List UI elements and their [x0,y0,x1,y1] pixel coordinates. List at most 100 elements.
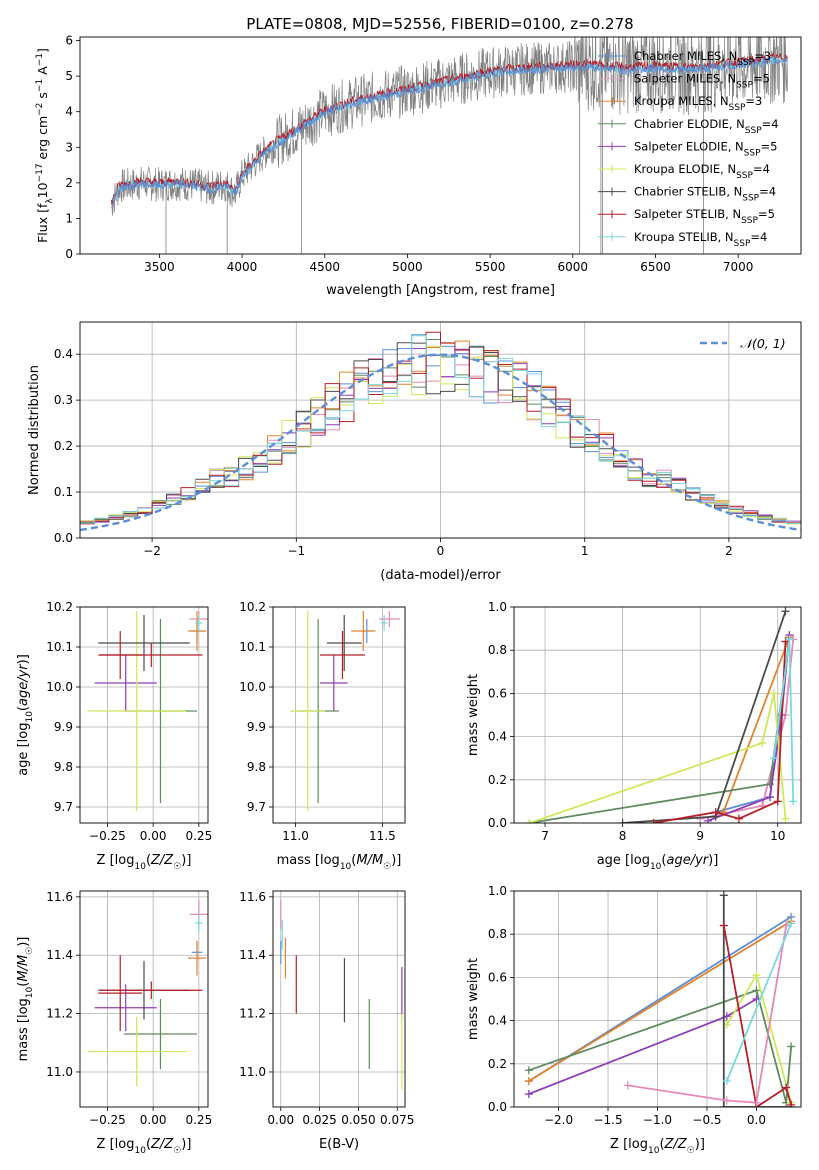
y-tick-label: 11.4 [46,948,73,962]
x-tick-label: 2 [725,544,733,558]
y-tick-label: 10.2 [239,600,266,614]
legend-label: Salpeter ELODIE, NSSP=5 [634,139,777,158]
x-tick-label: 0.0 [747,1113,766,1127]
y-tick-label: 11.0 [239,1065,266,1079]
x-axis-label: (data-model)/error [380,568,501,583]
weight-series [622,611,787,823]
axes-frame [272,606,406,824]
weight-marker [719,1103,728,1107]
y-tick-label: 0.0 [54,531,73,545]
x-tick-label: 7 [541,829,549,843]
weight-marker [752,1098,761,1107]
x-tick-label: 0.075 [380,1113,414,1127]
weight-series [722,636,791,813]
y-axis-label: age [log10(age/yr)] [16,654,35,776]
legend-label: Kroupa MILES, NSSP=3 [634,94,762,113]
weight-marker [719,921,728,930]
weight-marker [787,1042,796,1051]
errorbars [290,611,400,811]
y-tick-label: 0.2 [488,1057,507,1071]
y-tick-label: 6 [65,34,73,48]
y-tick-label: 9.8 [54,760,73,774]
mass_weight_vs_age-panel: 7 8 9 10 0.0 0.2 0.4 0.6 0.8 1.0 age [log10(age/yr… [466,600,802,872]
y-tick-label: 0.3 [54,393,73,407]
y-tick-label: 0.4 [488,1014,507,1028]
y-axis-label: Flux [fλ10−17 erg cm−2 s−1 A−1] [35,48,55,243]
y-tick-label: 0.6 [488,686,507,700]
age_vs_mass-panel: 11.0 11.5 9.7 9.8 9.9 10.0 10.1 10.2 mass [log10… [239,600,406,872]
spectrum-lines [110,37,788,254]
x-tick-label: 0.25 [185,1113,212,1127]
x-tick-label: 5500 [475,260,506,274]
x-axis-label: Z [log10(Z/Z☉)] [610,1137,705,1156]
x-axis-label: E(B-V) [319,1137,359,1152]
weight-marker [524,1090,533,1099]
weight-marker [696,814,705,823]
legend-label: Salpeter MILES, NSSP=5 [634,72,770,91]
x-tick-label: 0.25 [185,829,212,843]
y-tick-label: 9.7 [54,800,73,814]
y-tick-label: 11.4 [239,948,266,962]
mass_vs_Z-panel: −0.25 0.00 0.25 11.0 11.2 11.4 11.6 Z [log10(Z/… [16,890,212,1156]
y-tick-label: 1.0 [488,600,507,614]
x-tick-label: 11.0 [282,829,309,843]
mass_vs_EBV-panel: 0.00 0.025 0.050 0.075 11.0 11.2 11.4 11.6 E(B-V… [239,890,414,1152]
y-tick-label: 9.9 [247,720,266,734]
mass_weight_vs_Z-panel: −2.0 −1.5 −1.0 −0.5 0.0 0.0 0.2 0.4 0.6 0.8 1.0 Z [… [466,884,802,1156]
legend-label: Chabrier STELIB, NSSP=4 [634,185,776,204]
y-tick-label: 9.7 [247,800,266,814]
x-tick-label: 0.025 [302,1113,336,1127]
residuals-panel: −2 −1 0 1 2 0.0 0.1 0.2 0.3 0.4 𝒩(0, 1) (data-model… [27,321,802,583]
weight-series [722,925,792,1107]
y-tick-label: 11.6 [46,890,73,904]
weight-marker [703,816,712,823]
histogram-series [80,342,801,524]
axes-frame [513,606,802,824]
weight-marker [781,814,790,823]
x-tick-label: 6500 [640,260,671,274]
weight-marker [782,921,791,930]
y-tick-label: 9.8 [247,760,266,774]
x-tick-label: −0.5 [692,1113,721,1127]
gaussian-curve [80,353,801,532]
x-axis-label: mass [log10(M/M☉)] [277,853,402,872]
x-tick-label: −2.0 [544,1113,573,1127]
x-axis-label: wavelength [Angstrom, rest frame] [326,283,555,298]
y-tick-label: 4 [65,105,73,119]
x-tick-label: 6000 [558,260,589,274]
y-axis-label: mass [log10(M/M☉)] [16,937,35,1062]
weight-series [529,639,791,823]
y-tick-label: 2 [65,176,73,190]
weight-marker [769,754,778,763]
weight-lines [525,607,798,823]
errorbars [87,899,208,1087]
weight-marker [773,797,782,806]
histograms [80,331,801,532]
y-tick-label: 10.1 [239,640,266,654]
y-tick-label: 10.0 [239,680,266,694]
weight-marker [752,986,761,995]
errorbars [87,611,208,811]
y-tick-label: 1.0 [488,884,507,898]
y-tick-label: 0.8 [488,927,507,941]
x-tick-label: 11.5 [369,829,396,843]
weight-marker [734,814,743,823]
weight-marker [785,635,794,644]
weight-marker [769,689,778,698]
y-axis-label: Normed distribution [27,365,42,495]
x-tick-label: 3500 [144,260,175,274]
x-tick-label: −1.5 [593,1113,622,1127]
legend-label: Kroupa STELIB, NSSP=4 [634,230,767,249]
weight-marker [752,995,761,1003]
spectrum-panel: 3500 4000 4500 5000 5500 6000 6500 7000 0 1 2 3 4 5 6 C… [35,34,802,298]
y-tick-label: 5 [65,69,73,83]
weight-marker [525,819,534,823]
axes-frame [79,606,209,824]
model-spectrum [111,56,788,210]
y-tick-label: 0.4 [488,730,507,744]
weight-marker [719,891,728,900]
weight-marker [781,607,790,616]
age_vs_Z-panel: −0.25 0.00 0.25 9.7 9.8 9.9 10.0 10.1 10.2 Z [log… [16,600,212,872]
x-tick-label: −2 [143,544,161,558]
weight-marker [752,971,761,980]
